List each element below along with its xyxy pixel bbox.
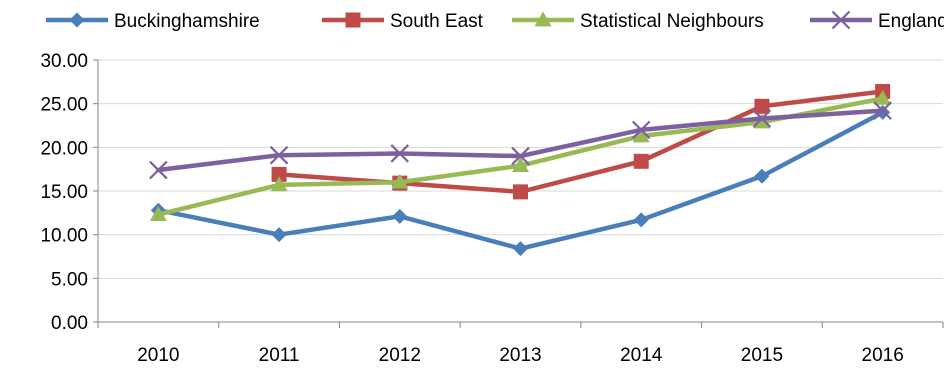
data-point-buckinghamshire xyxy=(513,241,528,257)
legend-marker xyxy=(69,12,85,28)
data-point-south-east xyxy=(513,184,528,200)
legend-label: Statistical Neighbours xyxy=(580,11,764,32)
legend-label: England xyxy=(878,11,944,32)
legend-item-statistical-neighbours: Statistical Neighbours xyxy=(512,11,764,32)
x-tick-label: 2011 xyxy=(259,345,300,366)
legend-label: Buckinghamshire xyxy=(114,11,260,32)
data-point-south-east xyxy=(754,98,770,114)
data-point-england xyxy=(511,146,530,166)
data-point-south-east xyxy=(271,166,287,182)
data-point-buckinghamshire xyxy=(754,168,770,184)
data-point-statistical-neighbours xyxy=(149,206,167,221)
data-point-england xyxy=(873,101,892,120)
series-lines xyxy=(149,83,892,257)
x-tick-label: 2016 xyxy=(862,345,904,366)
series-line-buckinghamshire xyxy=(156,110,885,251)
data-point-england xyxy=(631,120,651,140)
data-point-statistical-neighbours xyxy=(632,127,650,143)
x-tick-label: 2012 xyxy=(379,345,421,366)
legend-item-south-east: South East xyxy=(322,11,484,32)
data-point-statistical-neighbours xyxy=(753,113,771,129)
legend-item-buckinghamshire: Buckinghamshire xyxy=(46,11,260,32)
y-tick-label: 20.00 xyxy=(40,138,88,159)
data-point-england xyxy=(149,160,168,180)
x-tick-label: 2015 xyxy=(741,345,783,366)
data-point-england xyxy=(269,145,289,165)
x-axis-tick-labels: 2010 2011 2012 2013 2014 2015 2016 xyxy=(137,345,904,366)
legend-label: South East xyxy=(390,11,484,32)
y-tick-label: 10.00 xyxy=(40,226,88,247)
y-axis-tick-labels: 0.00 5.00 10.00 15.00 20.00 25.00 30.00 xyxy=(40,51,88,334)
data-point-statistical-neighbours xyxy=(512,157,529,173)
data-point-statistical-neighbours xyxy=(270,176,288,192)
data-point-england xyxy=(390,144,410,163)
data-point-buckinghamshire xyxy=(392,208,408,224)
data-point-statistical-neighbours xyxy=(874,89,892,105)
y-tick-label: 15.00 xyxy=(40,182,88,203)
x-tick-label: 2014 xyxy=(620,345,663,366)
legend-item-england: England xyxy=(810,10,944,32)
data-point-england xyxy=(752,109,772,128)
y-tick-label: 25.00 xyxy=(40,95,88,116)
x-tick-label: 2010 xyxy=(137,345,179,366)
data-point-south-east xyxy=(633,153,649,169)
x-tick-label: 2013 xyxy=(499,345,541,366)
series-statistical-neighbours xyxy=(149,89,892,221)
legend: Buckinghamshire South East Statistical Nei… xyxy=(46,10,944,32)
data-point-buckinghamshire xyxy=(271,227,287,243)
data-point-statistical-neighbours xyxy=(391,173,409,189)
axes xyxy=(93,59,944,328)
data-point-buckinghamshire xyxy=(633,212,649,228)
y-tick-label: 0.00 xyxy=(51,313,88,334)
legend-marker xyxy=(534,11,552,27)
legend-marker xyxy=(345,12,361,28)
series-england xyxy=(149,101,892,180)
legend-marker xyxy=(831,10,851,30)
y-tick-label: 30.00 xyxy=(40,51,88,72)
series-buckinghamshire xyxy=(150,104,891,257)
y-tick-label: 5.00 xyxy=(51,269,88,290)
